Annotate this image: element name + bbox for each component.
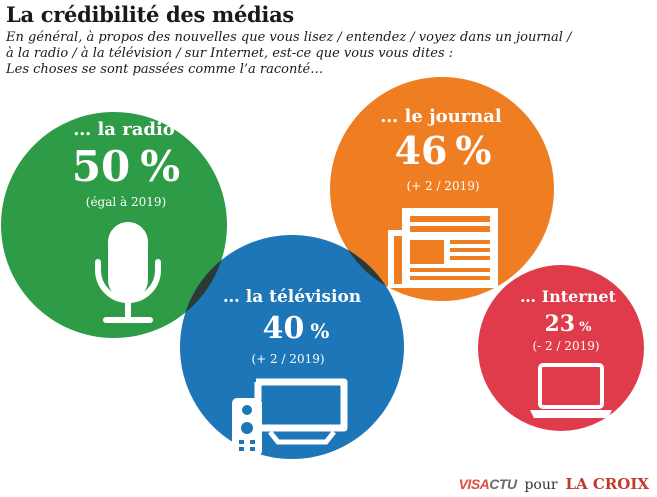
subtitle-line: à la radio / à la télévision / sur Inter…	[6, 46, 454, 61]
change-radio: (égal à 2019)	[86, 195, 166, 209]
subtitle-line: En général, à propos des nouvelles que v…	[6, 30, 572, 45]
value-television: 40%	[263, 311, 330, 346]
chart-subtitle: En général, à propos des nouvelles que v…	[6, 30, 651, 78]
value-unit: %	[310, 319, 329, 343]
label-radio: … la radio	[73, 119, 175, 140]
label-internet: … Internet	[520, 287, 617, 306]
bubble-radio	[1, 112, 227, 338]
laptop-icon	[530, 363, 612, 418]
newspaper-icon	[388, 208, 498, 288]
credit-joiner: pour	[524, 477, 558, 493]
tv-remote-icon	[232, 378, 348, 456]
page-title: La crédibilité des médias	[6, 2, 294, 27]
brand-visactu-part2: CTU	[489, 476, 517, 492]
source-credit: VISACTU pour LA CROIX	[459, 475, 649, 493]
brand-visactu-part1: VISA	[458, 476, 490, 492]
label-journal: … le journal	[380, 106, 502, 127]
microphone-icon	[95, 222, 161, 323]
value-number: 40	[263, 311, 305, 346]
value-number: 23	[545, 311, 576, 337]
value-unit: %	[455, 128, 491, 173]
brand-la-croix: LA CROIX	[565, 475, 649, 493]
subtitle-line: Les choses se sont passées comme l’a rac…	[6, 62, 324, 77]
value-internet: 23%	[545, 311, 593, 337]
label-television: … la télévision	[223, 287, 361, 307]
value-number: 50	[72, 142, 130, 191]
value-number: 46	[395, 128, 448, 173]
change-journal: (+ 2 / 2019)	[406, 179, 479, 193]
value-unit: %	[140, 142, 180, 191]
value-journal: 46%	[395, 128, 492, 173]
value-radio: 50%	[72, 142, 180, 191]
change-internet: (- 2 / 2019)	[532, 339, 599, 353]
change-television: (+ 2 / 2019)	[251, 352, 324, 366]
value-unit: %	[579, 320, 592, 335]
